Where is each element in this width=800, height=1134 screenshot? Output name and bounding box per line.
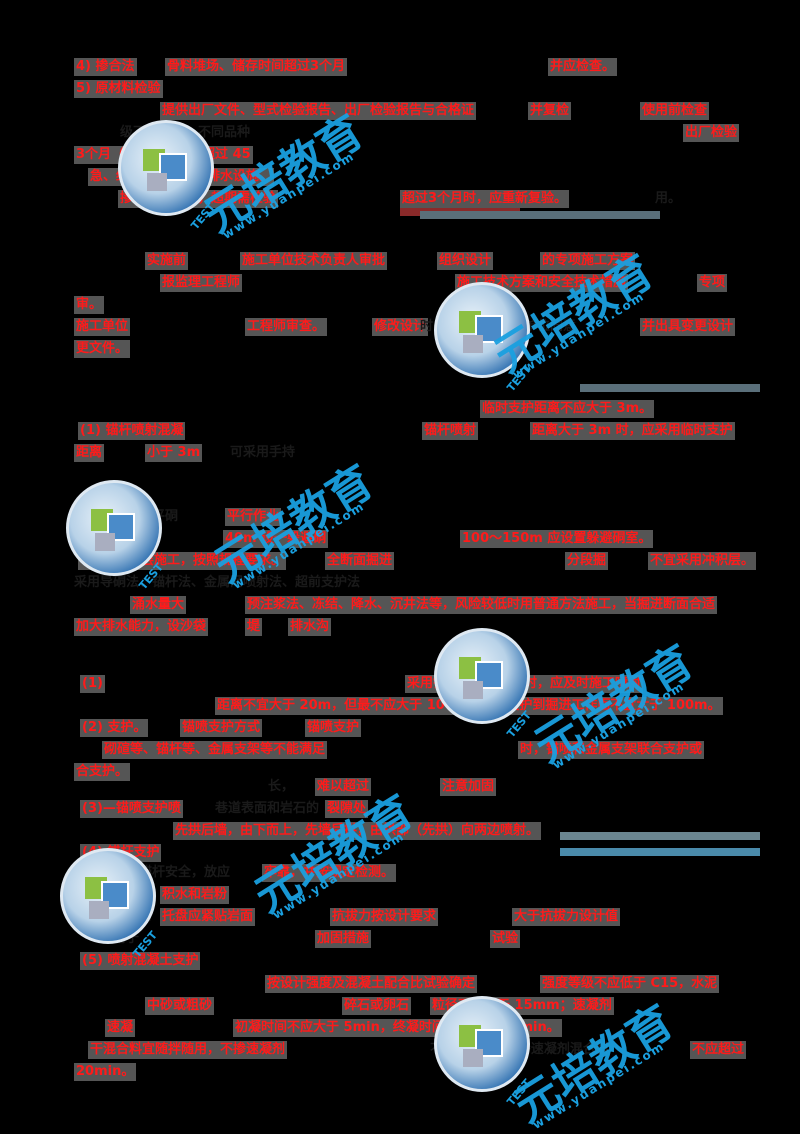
highlighted-text: 速凝 xyxy=(105,1019,136,1037)
highlighted-text: (1) 锚杆喷射混凝 xyxy=(78,422,186,440)
highlighted-text: 加固措施 xyxy=(315,930,372,948)
highlighted-text: 牢靠，并按规定检测。 xyxy=(262,864,397,882)
highlighted-text: 平行作业 xyxy=(225,508,282,526)
highlighted-text: 干混合料宜随拌随用，不掺速凝剂 xyxy=(88,1041,288,1059)
body-text: 长， xyxy=(268,779,295,794)
highlighted-text: 并应检查。 xyxy=(548,58,618,76)
highlighted-text: 临时支护距离不应大于 3m。 xyxy=(480,400,655,418)
highlighted-text: 40m 设一躲避硐 xyxy=(223,530,329,548)
divider-rule xyxy=(420,211,660,219)
highlighted-text: 预注浆法、冻结、降水、沉井法等，风险较低时用普通方法施工，当掘进断面合适 xyxy=(245,596,718,614)
highlighted-text: 出厂检验 xyxy=(683,124,740,142)
highlighted-text: 距离 xyxy=(74,444,105,462)
globe-logo-icon xyxy=(434,282,530,378)
highlighted-text: 距离大于 3m 时，应采用临时支护 xyxy=(530,422,735,440)
globe-logo-icon xyxy=(434,996,530,1092)
highlighted-text: 并复检 xyxy=(528,102,572,120)
highlighted-text: 专项 xyxy=(697,274,728,292)
highlighted-text: 大于抗拔力设计值 xyxy=(512,908,621,926)
globe-logo-icon xyxy=(118,120,214,216)
highlighted-text: 工程师审查。 xyxy=(245,318,328,336)
body-text: 可采用手持 xyxy=(230,445,296,460)
highlighted-text: 超过3个月时，应重新复验。 xyxy=(400,190,570,208)
highlighted-text: (5) 喷射混凝土支护 xyxy=(80,952,201,970)
highlighted-text: 报监理工程师 xyxy=(160,274,243,292)
highlighted-text: 施工单位技术负责人审批 xyxy=(240,252,388,270)
highlighted-text: 强度等级不应低于 C15，水泥 xyxy=(540,975,720,993)
highlighted-text: 时，锚喷和金属支架联合支护或 xyxy=(518,741,705,759)
highlighted-text: 5) 原材料检验 xyxy=(74,80,163,98)
highlighted-text: 提供出厂文件、型式检验报告、出厂检验报告与合格证 xyxy=(160,102,477,120)
highlighted-text: 难以超过 xyxy=(315,778,372,796)
highlighted-text: 注意加固 xyxy=(440,778,497,796)
highlighted-text: 锚喷支护 xyxy=(305,719,362,737)
globe-logo-icon xyxy=(434,628,530,724)
highlighted-text: 100～150m 应设置躲避硐室。 xyxy=(460,530,654,548)
highlighted-text: 小于 3m xyxy=(145,444,203,462)
highlighted-text: 中砂或粗砂 xyxy=(145,997,215,1015)
globe-logo-icon xyxy=(60,848,156,944)
highlighted-text: 并出具变更设计 xyxy=(640,318,736,336)
highlighted-text: 不应超过 xyxy=(690,1041,747,1059)
body-text: 巷道表面和岩石的 xyxy=(215,801,320,816)
highlighted-text: 合支护。 xyxy=(74,763,131,781)
highlighted-text: 20min。 xyxy=(74,1063,137,1081)
body-text: 用。 xyxy=(655,191,682,206)
highlighted-text: 加大排水能力，设沙袋 xyxy=(74,618,209,636)
highlighted-text: 锚杆喷射 xyxy=(422,422,479,440)
divider-rule xyxy=(580,384,760,392)
globe-logo-icon xyxy=(66,480,162,576)
highlighted-text: 的专项施工方案 xyxy=(540,252,636,270)
highlighted-text: 砌碹等、锚杆等、金属支架等不能满足 xyxy=(102,741,328,759)
highlighted-text: 使用前检查 xyxy=(640,102,710,120)
highlighted-text: 试验 xyxy=(490,930,521,948)
highlighted-text: 全断面掘进 xyxy=(325,552,395,570)
highlighted-text: 4) 掺合法 xyxy=(74,58,137,76)
highlighted-text: 审。 xyxy=(74,296,105,314)
body-text: 采用导硐法、锚杆法、金属网喷射法、超前支护法 xyxy=(74,575,361,590)
highlighted-text: 更文件。 xyxy=(74,340,131,358)
highlighted-text: 先拱后墙，由下而上，先墙后拱，由拱部（先拱）向两边喷射。 xyxy=(173,822,542,840)
highlighted-text: 排水沟 xyxy=(288,618,332,636)
watermark-text: 元培教育 xyxy=(245,786,423,923)
divider-rule xyxy=(560,848,760,856)
highlighted-text: 抗拔力按设计要求 xyxy=(330,908,439,926)
highlighted-text: 骨料堆场、储存时间超过3个月 xyxy=(165,58,348,76)
highlighted-text: 实施前 xyxy=(145,252,189,270)
highlighted-text: 锚喷支护方式 xyxy=(180,719,263,737)
highlighted-text: 裂隙处 xyxy=(325,800,369,818)
highlighted-text: (3)—锚喷支护喷 xyxy=(80,800,183,818)
highlighted-text: 不宜采用冲积层。 xyxy=(648,552,757,570)
highlighted-text: (1) xyxy=(80,675,105,693)
highlighted-text: 施工单位 xyxy=(74,318,131,336)
highlighted-text: (2) 支护。 xyxy=(80,719,149,737)
highlighted-text: 按设计强度及混凝土配合比试验确定 xyxy=(265,975,478,993)
divider-rule xyxy=(560,832,760,840)
highlighted-text: 涌水量大 xyxy=(130,596,187,614)
highlighted-text: 组织设计 xyxy=(437,252,494,270)
highlighted-text: 分段掘 xyxy=(565,552,609,570)
highlighted-text: 托盘应紧贴岩面 xyxy=(160,908,256,926)
highlighted-text: 修改设计 xyxy=(372,318,429,336)
highlighted-text: 堤 xyxy=(245,618,263,636)
highlighted-text: 积水和岩粉 xyxy=(160,886,230,904)
highlighted-text: 碎石或卵石 xyxy=(342,997,412,1015)
